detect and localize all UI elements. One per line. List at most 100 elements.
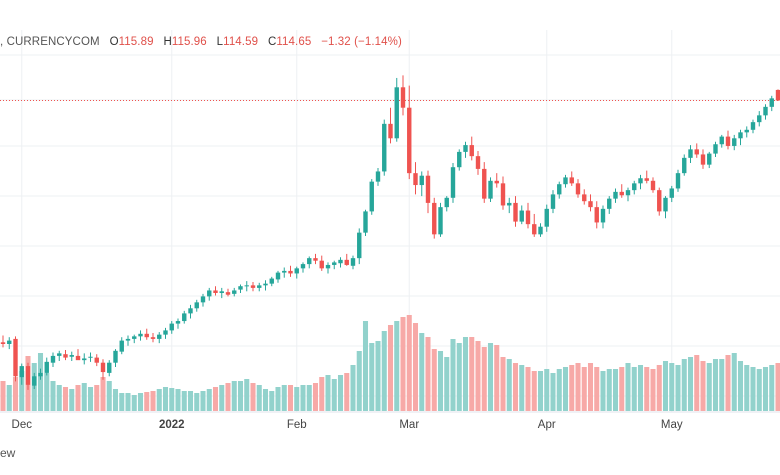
candle-body — [700, 154, 706, 165]
candle-body — [413, 173, 418, 186]
candle-body — [307, 258, 312, 265]
volume-bar — [175, 389, 181, 411]
candle — [82, 353, 87, 365]
volume-bar — [556, 369, 562, 411]
candle-body — [38, 372, 43, 377]
candle-body — [557, 184, 562, 195]
candle — [525, 202, 531, 229]
candle — [7, 337, 12, 350]
candle — [200, 293, 206, 307]
candle-body — [513, 202, 518, 222]
candle — [663, 196, 668, 219]
candle — [107, 360, 112, 377]
candle-body — [125, 338, 131, 341]
low-value: 114.59 — [223, 36, 259, 48]
candle — [544, 204, 549, 232]
candle — [244, 281, 249, 292]
time-axis-labels: Dec2022FebMarAprMayJ — [12, 419, 683, 431]
volume-bar — [737, 361, 744, 411]
volume-bar — [350, 365, 356, 411]
candle — [32, 372, 37, 390]
candle — [638, 174, 643, 190]
candle-body — [213, 290, 218, 293]
volume-bar — [581, 367, 587, 411]
volume-bar — [112, 389, 119, 411]
candle — [613, 188, 618, 203]
candle-body — [432, 202, 437, 235]
volume-bar — [531, 371, 537, 411]
volume-bar — [612, 369, 619, 411]
candle — [538, 223, 543, 237]
candle — [150, 332, 156, 343]
candle-body — [107, 362, 112, 373]
volume-bar — [706, 363, 712, 411]
candle-body — [119, 340, 124, 352]
volume-bar — [156, 389, 162, 411]
x-tick-label: Apr — [538, 419, 556, 431]
candle-body — [13, 338, 18, 377]
candle-body — [563, 177, 568, 185]
candle — [19, 363, 24, 385]
candle-body — [232, 290, 237, 294]
candle-body — [463, 145, 468, 152]
volume-bar — [600, 371, 606, 411]
candle — [719, 134, 724, 148]
volume-bar — [219, 385, 225, 411]
volume-bar — [681, 359, 687, 411]
candle — [394, 77, 399, 142]
volume-bar — [656, 365, 662, 411]
candle-body — [394, 87, 399, 139]
volume-bar — [475, 341, 481, 411]
volume-bar — [481, 347, 487, 411]
candle-body — [357, 232, 362, 259]
candle-body — [238, 286, 243, 290]
volume-bar — [494, 345, 500, 411]
candle-body — [775, 89, 780, 101]
volume-bar — [437, 351, 444, 411]
candle-body — [319, 260, 324, 269]
candle — [625, 187, 631, 202]
candle-body — [488, 180, 493, 199]
candle — [675, 169, 681, 192]
candle-body — [175, 321, 181, 324]
candle — [175, 318, 181, 329]
volume-bar — [69, 389, 75, 411]
candle — [269, 276, 274, 287]
candle — [119, 337, 124, 355]
candle-body — [157, 334, 162, 339]
candle-body — [375, 171, 381, 182]
volume-bar — [12, 377, 19, 411]
candle — [450, 162, 456, 203]
candle-body — [538, 226, 543, 235]
candle-body — [269, 278, 274, 284]
candle — [688, 145, 693, 163]
volume-bar — [137, 393, 144, 411]
candle — [69, 351, 74, 361]
volume-bar — [519, 365, 525, 411]
candle — [282, 267, 287, 278]
volume-bar — [100, 377, 106, 411]
volume-bar — [200, 391, 206, 411]
candle — [257, 282, 262, 292]
candle-body — [550, 194, 556, 209]
candle — [644, 170, 649, 184]
candle-body — [675, 173, 681, 189]
candle-body — [257, 285, 262, 288]
change-value: −1.32 (−1.14%) — [321, 36, 402, 48]
candle-body — [94, 357, 99, 363]
candle — [363, 209, 368, 237]
candle-body — [344, 259, 349, 265]
candle-body — [75, 355, 81, 361]
candle — [475, 151, 481, 175]
candle-body — [769, 98, 774, 107]
volume-bar — [650, 369, 656, 411]
close-value: 114.65 — [276, 36, 312, 48]
candle-body — [613, 191, 618, 199]
candle-body — [444, 197, 449, 208]
candle-body — [732, 138, 737, 146]
candle-body — [44, 361, 49, 373]
volume-bar — [231, 381, 237, 411]
candle — [125, 335, 131, 346]
